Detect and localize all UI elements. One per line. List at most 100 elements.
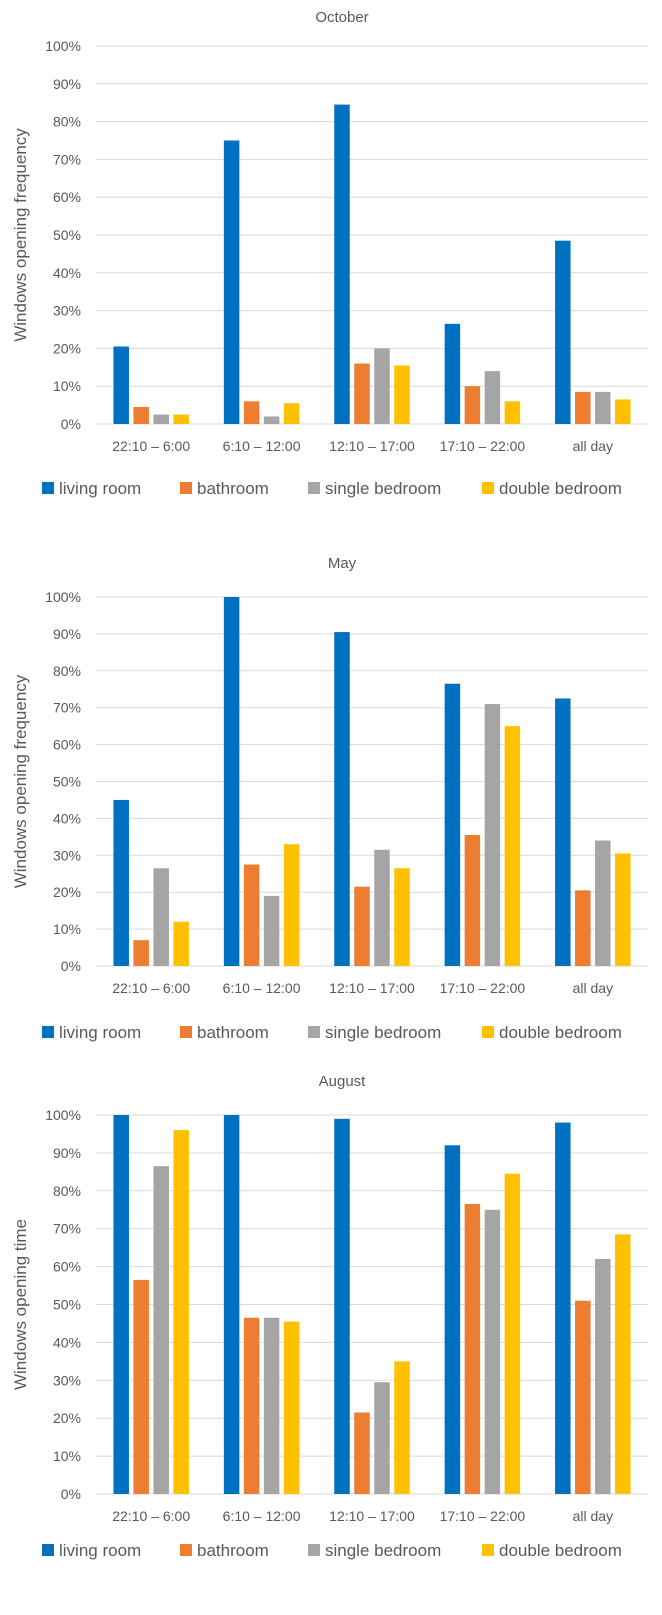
legend-label-double-bedroom: double bedroom [499, 1023, 622, 1042]
y-tick-label: 0% [61, 416, 81, 432]
y-tick-label: 70% [53, 151, 81, 167]
bar-living-room-4 [555, 240, 571, 424]
bar-single-bedroom-2 [374, 1382, 390, 1494]
legend-label-bathroom: bathroom [197, 1541, 269, 1560]
bar-double-bedroom-0 [173, 921, 189, 966]
y-tick-label: 10% [53, 921, 81, 937]
y-tick-label: 70% [53, 1221, 81, 1237]
bar-living-room-1 [223, 597, 240, 966]
bar-living-room-4 [555, 1122, 571, 1494]
y-tick-label: 50% [53, 774, 81, 790]
y-tick-label: 50% [53, 1297, 81, 1313]
y-tick-label: 40% [53, 1334, 81, 1350]
bar-single-bedroom-4 [595, 1259, 611, 1494]
x-tick-label: all day [573, 1508, 613, 1524]
bar-double-bedroom-3 [504, 401, 521, 424]
y-tick-label: 30% [53, 303, 81, 319]
bar-bathroom-0 [133, 940, 149, 966]
legend-swatch-double-bedroom [482, 1544, 494, 1556]
bar-bathroom-4 [575, 391, 591, 424]
x-tick-label: 6:10 – 12:00 [223, 438, 301, 454]
y-tick-label: 20% [53, 1410, 81, 1426]
bar-bathroom-1 [243, 1317, 260, 1494]
bar-single-bedroom-1 [263, 895, 280, 966]
y-tick-label: 90% [53, 76, 81, 92]
bar-double-bedroom-3 [504, 726, 521, 966]
y-tick-label: 90% [53, 1145, 81, 1161]
bar-single-bedroom-0 [153, 1166, 169, 1494]
y-axis-label: Windows opening time [11, 1219, 30, 1390]
legend-swatch-single-bedroom [308, 1544, 320, 1556]
bar-single-bedroom-0 [153, 868, 169, 966]
y-tick-label: 30% [53, 847, 81, 863]
y-tick-label: 40% [53, 810, 81, 826]
x-tick-label: 12:10 – 17:00 [329, 438, 415, 454]
bar-single-bedroom-4 [595, 840, 611, 966]
legend-swatch-single-bedroom [308, 482, 320, 494]
y-tick-label: 100% [45, 589, 81, 605]
y-tick-label: 60% [53, 1259, 81, 1275]
legend-label-living-room: living room [59, 1541, 141, 1560]
y-tick-label: 40% [53, 265, 81, 281]
bar-double-bedroom-2 [394, 365, 410, 424]
y-tick-label: 10% [53, 1448, 81, 1464]
legend-swatch-bathroom [180, 1544, 192, 1556]
bar-single-bedroom-4 [595, 391, 611, 424]
y-tick-label: 80% [53, 114, 81, 130]
x-tick-label: all day [573, 438, 613, 454]
bar-living-room-4 [555, 698, 571, 966]
y-axis-label: Windows opening frequency [11, 674, 30, 888]
y-tick-label: 50% [53, 227, 81, 243]
x-tick-label: 22:10 – 6:00 [112, 980, 190, 996]
y-tick-label: 90% [53, 626, 81, 642]
bar-bathroom-4 [575, 890, 591, 966]
bar-double-bedroom-4 [615, 1234, 631, 1494]
bar-double-bedroom-1 [283, 1321, 300, 1494]
bar-living-room-0 [113, 799, 129, 966]
y-tick-label: 100% [45, 38, 81, 54]
legend-label-bathroom: bathroom [197, 1023, 269, 1042]
bar-double-bedroom-1 [283, 403, 300, 424]
y-tick-label: 70% [53, 700, 81, 716]
x-tick-label: all day [573, 980, 613, 996]
bar-single-bedroom-1 [263, 416, 280, 424]
legend-swatch-living-room [42, 482, 54, 494]
legend-label-single-bedroom: single bedroom [325, 479, 441, 498]
y-axis-label: Windows opening frequency [11, 128, 30, 342]
y-tick-label: 100% [45, 1107, 81, 1123]
bar-living-room-2 [334, 632, 350, 966]
legend-swatch-double-bedroom [482, 1026, 494, 1038]
bar-double-bedroom-0 [173, 414, 189, 424]
legend-swatch-living-room [42, 1544, 54, 1556]
x-tick-label: 6:10 – 12:00 [223, 980, 301, 996]
bar-living-room-2 [334, 104, 350, 424]
bar-living-room-3 [444, 1145, 461, 1494]
x-tick-label: 22:10 – 6:00 [112, 438, 190, 454]
legend-label-double-bedroom: double bedroom [499, 1541, 622, 1560]
y-tick-label: 0% [61, 1486, 81, 1502]
legend-swatch-living-room [42, 1026, 54, 1038]
bar-bathroom-4 [575, 1300, 591, 1494]
bar-living-room-3 [444, 683, 461, 966]
bar-double-bedroom-1 [283, 844, 300, 966]
bar-double-bedroom-3 [504, 1173, 521, 1494]
bar-double-bedroom-2 [394, 868, 410, 966]
bar-single-bedroom-3 [484, 704, 501, 966]
legend-label-single-bedroom: single bedroom [325, 1023, 441, 1042]
legend-swatch-bathroom [180, 482, 192, 494]
bar-double-bedroom-2 [394, 1361, 410, 1494]
x-tick-label: 17:10 – 22:00 [440, 980, 526, 996]
bar-single-bedroom-0 [153, 414, 169, 424]
chart-panel-august: August Windows opening time 0% 10% 20% 30% 40%… [11, 1073, 648, 1560]
bar-bathroom-1 [243, 401, 260, 424]
bar-bathroom-0 [133, 406, 149, 424]
bar-double-bedroom-4 [615, 399, 631, 424]
bar-living-room-1 [223, 140, 240, 424]
bar-bathroom-2 [354, 1412, 370, 1494]
bar-double-bedroom-0 [173, 1130, 189, 1494]
bar-single-bedroom-3 [484, 371, 501, 424]
legend-label-living-room: living room [59, 479, 141, 498]
chart-panel-october: October Windows opening frequency 0% 10% 20%… [11, 9, 648, 498]
bar-living-room-3 [444, 323, 461, 424]
